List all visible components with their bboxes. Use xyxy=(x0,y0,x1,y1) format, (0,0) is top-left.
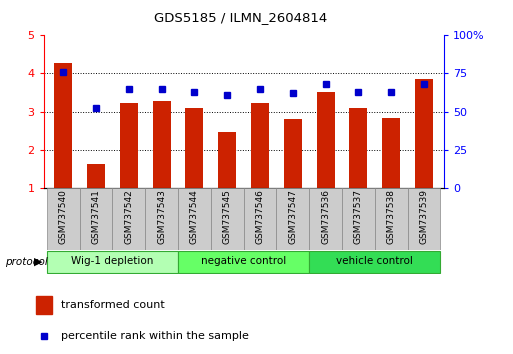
Text: GSM737540: GSM737540 xyxy=(59,189,68,244)
Bar xyxy=(120,103,138,188)
Text: Wig-1 depletion: Wig-1 depletion xyxy=(71,256,154,267)
Bar xyxy=(284,119,302,188)
Bar xyxy=(309,251,441,273)
Bar xyxy=(218,132,236,188)
Text: GSM737547: GSM737547 xyxy=(288,189,298,244)
Text: GSM737541: GSM737541 xyxy=(92,189,101,244)
Bar xyxy=(408,188,441,250)
Bar xyxy=(251,103,269,188)
Text: GSM737543: GSM737543 xyxy=(157,189,166,244)
Text: GSM737544: GSM737544 xyxy=(190,189,199,244)
Bar xyxy=(54,63,72,188)
Bar xyxy=(211,188,244,250)
Bar xyxy=(342,188,375,250)
Bar xyxy=(153,101,171,188)
Bar xyxy=(87,164,105,188)
Bar xyxy=(382,118,400,188)
Text: GSM737538: GSM737538 xyxy=(387,189,396,245)
Bar xyxy=(178,251,309,273)
Text: percentile rank within the sample: percentile rank within the sample xyxy=(62,331,249,342)
Text: vehicle control: vehicle control xyxy=(337,256,413,267)
Text: GSM737546: GSM737546 xyxy=(255,189,265,244)
Bar xyxy=(178,188,211,250)
Text: ▶: ▶ xyxy=(33,257,42,267)
Text: GSM737539: GSM737539 xyxy=(420,189,428,245)
Bar xyxy=(47,251,178,273)
Text: transformed count: transformed count xyxy=(62,299,165,310)
Bar xyxy=(145,188,178,250)
Bar xyxy=(36,296,52,314)
Bar xyxy=(186,108,204,188)
Bar xyxy=(349,108,367,188)
Text: GSM737545: GSM737545 xyxy=(223,189,232,244)
Text: GSM737537: GSM737537 xyxy=(354,189,363,245)
Bar xyxy=(112,188,145,250)
Text: GSM737542: GSM737542 xyxy=(124,189,133,244)
Bar xyxy=(415,79,433,188)
Text: GDS5185 / ILMN_2604814: GDS5185 / ILMN_2604814 xyxy=(154,11,328,24)
Text: GSM737536: GSM737536 xyxy=(321,189,330,245)
Text: negative control: negative control xyxy=(201,256,286,267)
Bar xyxy=(375,188,408,250)
Bar xyxy=(80,188,112,250)
Bar xyxy=(47,188,80,250)
Bar xyxy=(317,92,334,188)
Text: protocol: protocol xyxy=(5,257,48,267)
Bar xyxy=(309,188,342,250)
Bar xyxy=(277,188,309,250)
Bar xyxy=(244,188,277,250)
